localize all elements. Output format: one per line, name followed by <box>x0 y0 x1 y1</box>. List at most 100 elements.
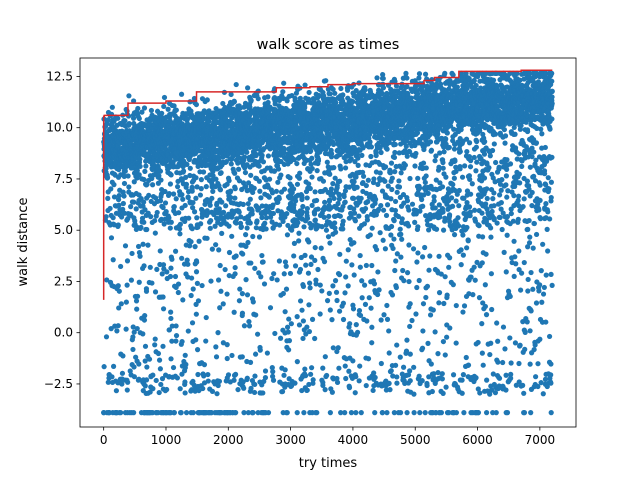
data-point <box>344 87 351 93</box>
data-point <box>286 338 293 344</box>
data-point <box>197 192 203 198</box>
data-point <box>346 385 353 391</box>
data-point <box>399 216 405 222</box>
data-point <box>223 203 229 209</box>
data-point <box>308 261 314 268</box>
data-point <box>231 309 237 315</box>
data-point <box>156 173 162 179</box>
data-point <box>213 354 220 360</box>
data-point <box>258 195 264 201</box>
data-point <box>276 196 282 202</box>
data-point <box>404 153 410 159</box>
data-point <box>387 387 393 393</box>
data-point <box>302 366 308 372</box>
data-point <box>160 204 166 211</box>
data-point <box>168 315 174 322</box>
data-point <box>164 386 170 393</box>
data-point <box>200 169 207 175</box>
data-point <box>232 264 238 271</box>
data-point <box>137 156 143 162</box>
data-point <box>309 165 315 172</box>
data-point <box>159 376 166 382</box>
data-point <box>220 301 226 307</box>
data-point <box>206 118 212 125</box>
data-point <box>281 147 287 153</box>
data-point <box>322 387 328 393</box>
data-point <box>307 185 313 192</box>
data-point <box>300 318 306 324</box>
data-point <box>342 410 348 416</box>
data-point <box>160 306 167 312</box>
data-point <box>124 282 130 288</box>
data-point <box>386 328 392 334</box>
data-point <box>308 148 314 154</box>
data-point <box>338 166 344 172</box>
data-point <box>150 386 156 392</box>
data-point <box>267 305 274 311</box>
data-point <box>239 354 245 360</box>
data-point <box>291 186 297 192</box>
data-point <box>406 242 412 248</box>
data-point <box>304 324 310 330</box>
data-point <box>157 198 164 204</box>
data-point <box>294 410 300 416</box>
data-point <box>252 351 259 357</box>
data-point <box>133 206 139 212</box>
data-point <box>368 144 375 150</box>
data-point <box>177 386 183 392</box>
data-point <box>250 299 256 305</box>
data-point <box>103 165 109 171</box>
data-point <box>361 282 368 288</box>
data-point <box>312 335 318 342</box>
data-point <box>172 273 179 280</box>
data-point <box>327 240 333 246</box>
data-point <box>149 280 155 286</box>
data-point <box>236 298 242 304</box>
data-point <box>287 270 294 277</box>
data-point <box>200 385 206 392</box>
data-point <box>226 249 233 256</box>
data-point <box>247 359 254 365</box>
data-point <box>335 345 341 351</box>
data-point <box>373 152 379 159</box>
data-point <box>260 259 266 265</box>
data-point <box>292 263 299 269</box>
data-point <box>310 377 316 383</box>
data-point <box>337 213 343 219</box>
data-point <box>184 257 190 263</box>
data-point <box>118 263 124 270</box>
data-point <box>365 199 371 205</box>
data-point <box>267 176 273 182</box>
data-point <box>105 117 111 123</box>
data-point <box>175 289 181 296</box>
data-point <box>201 373 207 379</box>
data-point <box>407 323 413 330</box>
data-point <box>284 98 290 104</box>
data-point <box>369 225 375 231</box>
data-point <box>245 239 251 246</box>
data-point <box>119 370 126 376</box>
data-point <box>104 277 110 283</box>
data-point <box>130 324 136 330</box>
data-point <box>378 149 384 156</box>
data-point <box>407 175 413 182</box>
data-point <box>103 214 109 220</box>
data-point <box>412 163 418 169</box>
data-point <box>180 196 186 202</box>
data-point <box>126 121 132 127</box>
data-point <box>185 274 191 280</box>
data-point <box>146 356 153 362</box>
data-point <box>183 174 189 180</box>
data-point <box>241 323 248 329</box>
data-point <box>351 240 357 246</box>
data-point <box>108 235 115 241</box>
data-point <box>410 246 417 252</box>
data-point <box>392 169 398 175</box>
data-point <box>363 262 369 269</box>
data-point <box>203 338 209 344</box>
data-point <box>302 82 308 88</box>
data-point <box>340 218 346 224</box>
data-point <box>337 178 343 184</box>
data-point <box>199 282 205 289</box>
